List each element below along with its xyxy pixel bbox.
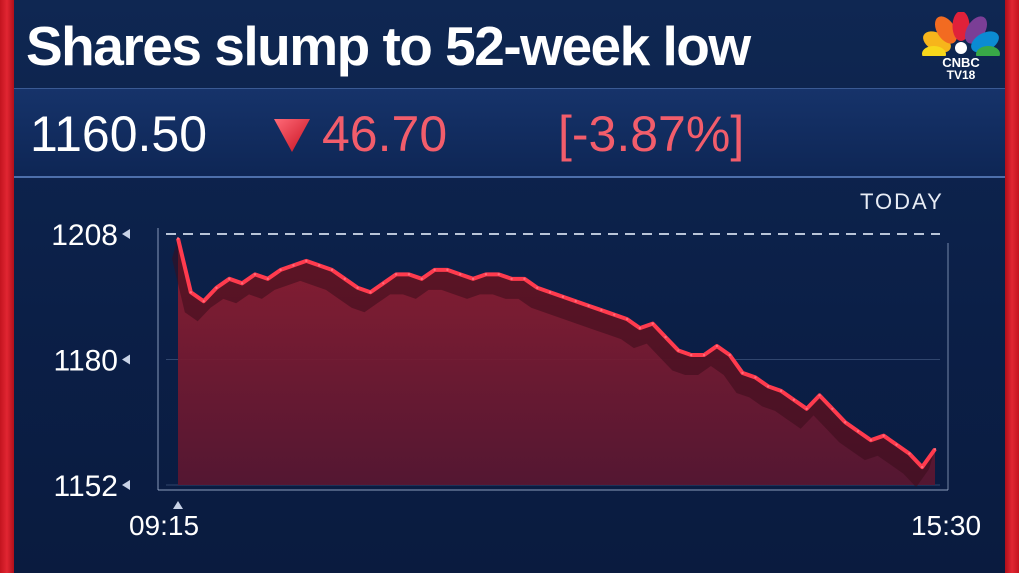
data-point (497, 273, 500, 276)
price-chart: 1208 1180 1152 09:15 15:30 (51, 219, 981, 541)
tick-marker (122, 229, 130, 239)
data-point (266, 277, 270, 281)
period-label: TODAY (860, 189, 944, 214)
y-tick-label: 1208 (51, 219, 118, 252)
data-point (407, 273, 411, 276)
data-point (882, 434, 885, 437)
data-point (677, 349, 680, 352)
data-point (253, 273, 257, 276)
data-point (510, 277, 513, 281)
data-point (843, 421, 847, 424)
data-point (484, 273, 488, 276)
data-point (292, 264, 295, 267)
data-point (382, 282, 385, 285)
data-point (305, 259, 308, 263)
data-point (523, 277, 526, 281)
x-tick-label: 09:15 (129, 510, 199, 541)
data-point (215, 286, 218, 289)
cnbc-tv18-logo: CNBC TV18 (922, 11, 1000, 82)
data-point (471, 277, 475, 281)
data-point (818, 394, 821, 397)
data-point (638, 326, 642, 330)
data-point (805, 407, 808, 411)
right-red-border (1005, 0, 1019, 573)
data-point (715, 344, 719, 348)
data-point (228, 277, 231, 281)
data-point (600, 308, 603, 312)
data-point (933, 447, 937, 451)
data-point (330, 268, 334, 272)
data-point (574, 300, 577, 303)
series-line (176, 238, 937, 470)
data-point (895, 443, 898, 446)
data-point (792, 398, 796, 402)
quote-bar (14, 88, 1005, 178)
data-point (317, 264, 321, 267)
data-point (176, 237, 180, 240)
data-point (856, 430, 860, 433)
data-point (664, 335, 667, 339)
data-point (420, 277, 423, 281)
y-tick-label: 1180 (53, 345, 118, 378)
data-point (356, 286, 359, 289)
data-point (459, 273, 462, 276)
logo-sub: TV18 (946, 68, 976, 82)
data-point (908, 452, 911, 455)
data-point (690, 353, 693, 357)
data-point (240, 282, 244, 285)
data-point (651, 322, 654, 325)
data-point (625, 317, 629, 321)
tick-marker (122, 480, 130, 490)
headline: Shares slump to 52-week low (26, 15, 751, 77)
data-point (831, 407, 834, 411)
logo-name: CNBC (942, 55, 980, 70)
percent-change: [-3.87%] (558, 106, 745, 162)
data-point (767, 385, 770, 388)
y-tick-label: 1152 (53, 470, 118, 503)
down-triangle-icon (274, 119, 310, 152)
ribbon-shadow (172, 238, 935, 488)
data-point (446, 268, 449, 272)
price-change: 46.70 (322, 106, 448, 162)
data-point (343, 277, 346, 281)
peacock-icon (922, 11, 1000, 63)
data-point (741, 371, 744, 375)
data-point (754, 376, 757, 379)
data-point (548, 291, 552, 294)
data-point (779, 389, 783, 393)
left-red-border (0, 0, 14, 573)
data-point (394, 273, 398, 276)
data-point (279, 268, 282, 272)
data-point (561, 295, 565, 298)
data-point (536, 286, 539, 289)
tick-marker (173, 501, 183, 509)
data-point (702, 353, 706, 357)
data-point (869, 438, 873, 442)
data-point (728, 353, 731, 357)
data-point (433, 268, 436, 272)
data-point (587, 304, 590, 307)
last-price: 1160.50 (30, 106, 208, 162)
data-point (369, 291, 372, 294)
data-point (202, 300, 205, 303)
x-tick-label: 15:30 (911, 510, 981, 541)
tick-marker (122, 354, 130, 365)
data-point (613, 313, 616, 316)
data-point (920, 465, 924, 469)
data-point (189, 291, 193, 294)
